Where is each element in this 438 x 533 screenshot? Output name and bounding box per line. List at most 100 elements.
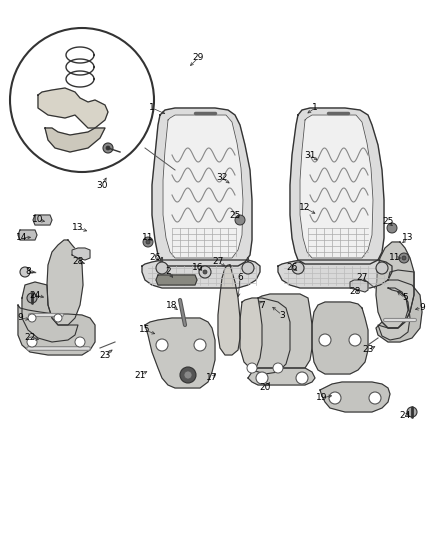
Polygon shape xyxy=(240,298,290,374)
Text: 8: 8 xyxy=(25,268,31,277)
Polygon shape xyxy=(38,88,108,128)
Text: 28: 28 xyxy=(350,287,360,296)
Circle shape xyxy=(402,256,406,260)
Polygon shape xyxy=(22,282,78,342)
Text: 26: 26 xyxy=(149,254,161,262)
Text: 1: 1 xyxy=(149,103,155,112)
Polygon shape xyxy=(72,248,90,260)
Text: 27: 27 xyxy=(212,257,224,266)
Text: 15: 15 xyxy=(139,326,151,335)
Text: 10: 10 xyxy=(32,215,44,224)
Circle shape xyxy=(273,363,283,373)
Circle shape xyxy=(180,367,196,383)
Circle shape xyxy=(235,215,245,225)
Polygon shape xyxy=(145,318,215,388)
Circle shape xyxy=(106,146,110,150)
Polygon shape xyxy=(290,108,384,264)
Circle shape xyxy=(349,334,361,346)
Circle shape xyxy=(20,267,30,277)
Polygon shape xyxy=(312,302,368,374)
Text: 21: 21 xyxy=(134,370,146,379)
Text: 11: 11 xyxy=(142,233,154,243)
Polygon shape xyxy=(18,305,95,355)
Polygon shape xyxy=(376,270,422,342)
Text: 32: 32 xyxy=(216,174,228,182)
Polygon shape xyxy=(218,265,240,355)
Circle shape xyxy=(10,28,154,172)
Circle shape xyxy=(146,240,150,244)
Text: 11: 11 xyxy=(389,254,401,262)
Circle shape xyxy=(75,337,85,347)
Text: 24: 24 xyxy=(29,290,41,300)
Polygon shape xyxy=(350,280,368,292)
Polygon shape xyxy=(47,240,83,325)
Text: 17: 17 xyxy=(206,374,218,383)
Text: 23: 23 xyxy=(99,351,111,359)
Text: 3: 3 xyxy=(279,311,285,319)
Circle shape xyxy=(296,372,308,384)
Circle shape xyxy=(319,334,331,346)
Text: 22: 22 xyxy=(25,334,35,343)
Text: 16: 16 xyxy=(192,263,204,272)
Text: 25: 25 xyxy=(230,211,241,220)
Circle shape xyxy=(184,371,192,379)
Text: 30: 30 xyxy=(96,181,108,190)
Polygon shape xyxy=(378,288,410,340)
Polygon shape xyxy=(156,275,197,285)
Text: 24: 24 xyxy=(399,410,411,419)
Circle shape xyxy=(27,337,37,347)
Circle shape xyxy=(103,143,113,153)
Circle shape xyxy=(292,262,304,274)
Polygon shape xyxy=(300,115,373,258)
Circle shape xyxy=(399,253,409,263)
Polygon shape xyxy=(163,115,243,258)
Circle shape xyxy=(256,372,268,384)
Circle shape xyxy=(156,262,168,274)
Circle shape xyxy=(54,314,62,322)
Text: 5: 5 xyxy=(402,294,408,303)
Circle shape xyxy=(387,223,397,233)
Circle shape xyxy=(407,407,417,417)
Text: 19: 19 xyxy=(316,393,328,402)
Polygon shape xyxy=(152,108,252,266)
Text: 1: 1 xyxy=(312,103,318,112)
Circle shape xyxy=(242,262,254,274)
Circle shape xyxy=(194,339,206,351)
Text: 20: 20 xyxy=(259,384,271,392)
Text: 7: 7 xyxy=(259,301,265,310)
Text: 26: 26 xyxy=(286,263,298,272)
Polygon shape xyxy=(142,260,260,288)
Text: 6: 6 xyxy=(237,273,243,282)
Circle shape xyxy=(376,262,388,274)
Text: 25: 25 xyxy=(382,217,394,227)
Text: 28: 28 xyxy=(72,257,84,266)
Text: 29: 29 xyxy=(192,53,204,62)
Circle shape xyxy=(143,237,153,247)
Polygon shape xyxy=(18,230,37,240)
Polygon shape xyxy=(278,260,392,288)
Circle shape xyxy=(27,293,37,303)
Text: 31: 31 xyxy=(304,150,316,159)
Text: 9: 9 xyxy=(17,313,23,322)
Text: 27: 27 xyxy=(356,273,367,282)
Text: 18: 18 xyxy=(166,301,178,310)
Polygon shape xyxy=(320,382,390,412)
Circle shape xyxy=(28,314,36,322)
Polygon shape xyxy=(248,368,315,385)
Text: 13: 13 xyxy=(72,223,84,232)
Circle shape xyxy=(199,266,211,278)
Text: 14: 14 xyxy=(16,233,28,243)
Polygon shape xyxy=(252,294,312,368)
Polygon shape xyxy=(33,215,52,225)
Text: 13: 13 xyxy=(402,233,414,243)
Text: 12: 12 xyxy=(299,204,311,213)
Circle shape xyxy=(369,392,381,404)
Circle shape xyxy=(247,363,257,373)
Polygon shape xyxy=(45,128,105,152)
Circle shape xyxy=(156,339,168,351)
Text: 9: 9 xyxy=(419,303,425,312)
Text: 2: 2 xyxy=(165,268,171,277)
Circle shape xyxy=(203,270,207,274)
Text: 23: 23 xyxy=(362,345,374,354)
Polygon shape xyxy=(376,242,414,328)
